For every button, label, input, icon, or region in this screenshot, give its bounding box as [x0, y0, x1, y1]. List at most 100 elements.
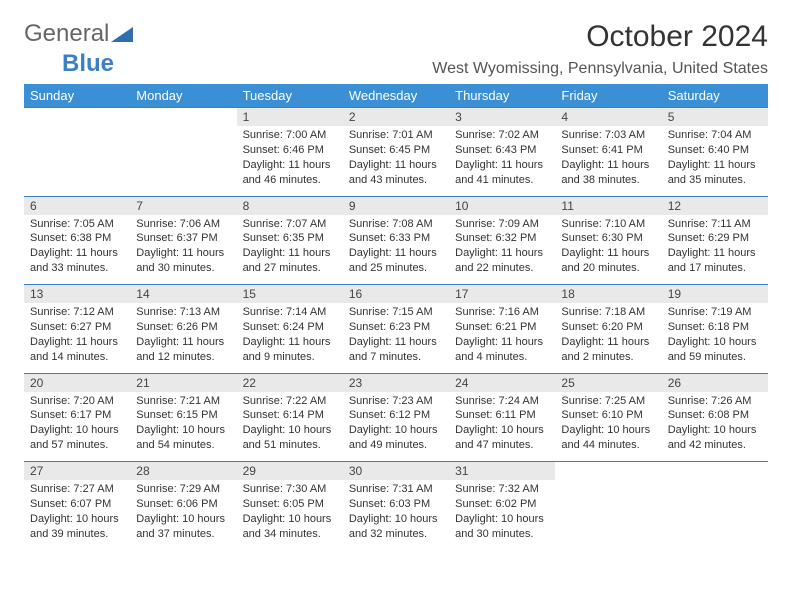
sunrise-text: Sunrise: 7:16 AM — [455, 305, 549, 320]
daylight-text: Daylight: 10 hours — [455, 512, 549, 527]
daylight-text: Daylight: 11 hours — [136, 246, 230, 261]
daylight-text: and 34 minutes. — [243, 527, 337, 542]
day-number: 8 — [237, 196, 343, 215]
day-number: 22 — [237, 373, 343, 392]
location: West Wyomissing, Pennsylvania, United St… — [432, 60, 768, 78]
sunset-text: Sunset: 6:02 PM — [455, 497, 549, 512]
daylight-text: and 12 minutes. — [136, 350, 230, 365]
sunset-text: Sunset: 6:29 PM — [668, 231, 762, 246]
sunset-text: Sunset: 6:07 PM — [30, 497, 124, 512]
daylight-text: Daylight: 11 hours — [561, 335, 655, 350]
day-number: 13 — [24, 285, 130, 304]
sunrise-text: Sunrise: 7:03 AM — [561, 128, 655, 143]
day-cell: Sunrise: 7:15 AMSunset: 6:23 PMDaylight:… — [343, 303, 449, 373]
sunrise-text: Sunrise: 7:26 AM — [668, 394, 762, 409]
daylight-text: Daylight: 10 hours — [30, 423, 124, 438]
day-number: 29 — [237, 462, 343, 481]
sunrise-text: Sunrise: 7:19 AM — [668, 305, 762, 320]
sunset-text: Sunset: 6:03 PM — [349, 497, 443, 512]
sunrise-text: Sunrise: 7:10 AM — [561, 217, 655, 232]
day-number: 12 — [662, 196, 768, 215]
day-number: 31 — [449, 462, 555, 481]
day-number: 11 — [555, 196, 661, 215]
day-header: Wednesday — [343, 84, 449, 108]
day-number: 9 — [343, 196, 449, 215]
sunset-text: Sunset: 6:41 PM — [561, 143, 655, 158]
day-cell: Sunrise: 7:00 AMSunset: 6:46 PMDaylight:… — [237, 126, 343, 196]
day-number: 14 — [130, 285, 236, 304]
day-cell: Sunrise: 7:24 AMSunset: 6:11 PMDaylight:… — [449, 392, 555, 462]
day-number: 24 — [449, 373, 555, 392]
day-cell: Sunrise: 7:11 AMSunset: 6:29 PMDaylight:… — [662, 215, 768, 285]
day-number: 7 — [130, 196, 236, 215]
day-cell: Sunrise: 7:01 AMSunset: 6:45 PMDaylight:… — [343, 126, 449, 196]
daylight-text: and 43 minutes. — [349, 173, 443, 188]
sunset-text: Sunset: 6:15 PM — [136, 408, 230, 423]
content-row: Sunrise: 7:00 AMSunset: 6:46 PMDaylight:… — [24, 126, 768, 196]
sunrise-text: Sunrise: 7:00 AM — [243, 128, 337, 143]
sunrise-text: Sunrise: 7:31 AM — [349, 482, 443, 497]
daylight-text: and 54 minutes. — [136, 438, 230, 453]
day-cell: Sunrise: 7:23 AMSunset: 6:12 PMDaylight:… — [343, 392, 449, 462]
sunset-text: Sunset: 6:37 PM — [136, 231, 230, 246]
sunset-text: Sunset: 6:06 PM — [136, 497, 230, 512]
daylight-text: Daylight: 11 hours — [455, 158, 549, 173]
daylight-text: and 35 minutes. — [668, 173, 762, 188]
day-number: 5 — [662, 108, 768, 127]
sunset-text: Sunset: 6:43 PM — [455, 143, 549, 158]
day-number: 26 — [662, 373, 768, 392]
daylight-text: Daylight: 10 hours — [668, 423, 762, 438]
day-number: 28 — [130, 462, 236, 481]
title-block: October 2024 — [586, 20, 768, 54]
day-cell: Sunrise: 7:03 AMSunset: 6:41 PMDaylight:… — [555, 126, 661, 196]
content-row: Sunrise: 7:05 AMSunset: 6:38 PMDaylight:… — [24, 215, 768, 285]
daylight-text: Daylight: 10 hours — [561, 423, 655, 438]
day-cell: Sunrise: 7:13 AMSunset: 6:26 PMDaylight:… — [130, 303, 236, 373]
daylight-text: Daylight: 11 hours — [668, 246, 762, 261]
sunrise-text: Sunrise: 7:22 AM — [243, 394, 337, 409]
daylight-text: Daylight: 11 hours — [136, 335, 230, 350]
sunrise-text: Sunrise: 7:27 AM — [30, 482, 124, 497]
sunrise-text: Sunrise: 7:23 AM — [349, 394, 443, 409]
logo-line2: Blue — [24, 44, 114, 84]
daylight-text: Daylight: 11 hours — [455, 335, 549, 350]
daylight-text: Daylight: 10 hours — [136, 423, 230, 438]
day-number: 19 — [662, 285, 768, 304]
daynum-row: 12345 — [24, 108, 768, 127]
header: General October 2024 — [24, 20, 768, 54]
day-number: 21 — [130, 373, 236, 392]
daylight-text: and 38 minutes. — [561, 173, 655, 188]
day-header: Sunday — [24, 84, 130, 108]
sunrise-text: Sunrise: 7:02 AM — [455, 128, 549, 143]
sunrise-text: Sunrise: 7:05 AM — [30, 217, 124, 232]
day-cell: Sunrise: 7:30 AMSunset: 6:05 PMDaylight:… — [237, 480, 343, 550]
day-header-row: Sunday Monday Tuesday Wednesday Thursday… — [24, 84, 768, 108]
content-row: Sunrise: 7:27 AMSunset: 6:07 PMDaylight:… — [24, 480, 768, 550]
day-header: Saturday — [662, 84, 768, 108]
daylight-text: and 49 minutes. — [349, 438, 443, 453]
daylight-text: Daylight: 10 hours — [455, 423, 549, 438]
sunrise-text: Sunrise: 7:30 AM — [243, 482, 337, 497]
daylight-text: and 25 minutes. — [349, 261, 443, 276]
sunrise-text: Sunrise: 7:06 AM — [136, 217, 230, 232]
sunset-text: Sunset: 6:14 PM — [243, 408, 337, 423]
daylight-text: and 22 minutes. — [455, 261, 549, 276]
sunrise-text: Sunrise: 7:01 AM — [349, 128, 443, 143]
sunrise-text: Sunrise: 7:21 AM — [136, 394, 230, 409]
daylight-text: and 17 minutes. — [668, 261, 762, 276]
sunset-text: Sunset: 6:35 PM — [243, 231, 337, 246]
daylight-text: and 7 minutes. — [349, 350, 443, 365]
day-number: 4 — [555, 108, 661, 127]
sunset-text: Sunset: 6:30 PM — [561, 231, 655, 246]
day-cell: Sunrise: 7:16 AMSunset: 6:21 PMDaylight:… — [449, 303, 555, 373]
daylight-text: Daylight: 10 hours — [30, 512, 124, 527]
day-number: 23 — [343, 373, 449, 392]
day-cell: Sunrise: 7:32 AMSunset: 6:02 PMDaylight:… — [449, 480, 555, 550]
day-cell: Sunrise: 7:10 AMSunset: 6:30 PMDaylight:… — [555, 215, 661, 285]
daylight-text: and 42 minutes. — [668, 438, 762, 453]
empty-cell — [555, 480, 661, 550]
daylight-text: and 30 minutes. — [136, 261, 230, 276]
content-row: Sunrise: 7:20 AMSunset: 6:17 PMDaylight:… — [24, 392, 768, 462]
daylight-text: and 37 minutes. — [136, 527, 230, 542]
daylight-text: Daylight: 11 hours — [30, 335, 124, 350]
